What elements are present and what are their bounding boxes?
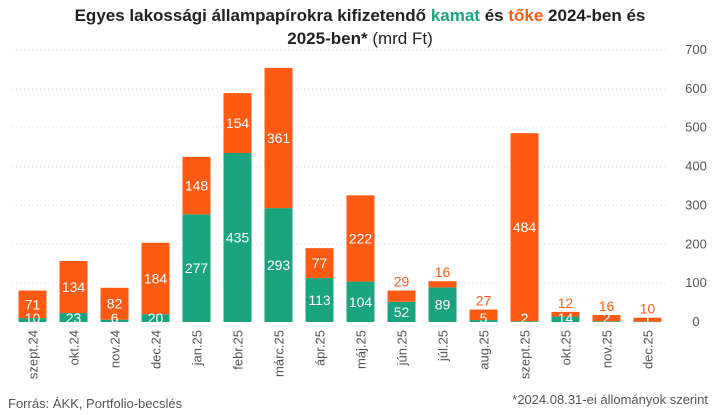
bar-kamat: [182, 214, 211, 322]
data-label-kamat: 5: [480, 310, 488, 326]
bar-kamat: [264, 208, 293, 322]
data-label-kamat: 2: [603, 310, 611, 326]
bar-toke: [346, 195, 375, 282]
data-label-toke: 148: [185, 178, 209, 194]
data-label-toke: 77: [312, 255, 328, 271]
data-label-toke: 10: [640, 301, 656, 317]
data-label-toke: 82: [107, 296, 123, 312]
data-label-toke: 154: [226, 115, 250, 131]
bar-kamat: [346, 281, 375, 322]
footnote: *2024.08.31-ei állományok szerint: [512, 392, 708, 407]
data-label-kamat: 2: [521, 310, 529, 326]
data-label-toke: 222: [349, 230, 373, 246]
bar-kamat: [428, 287, 457, 322]
data-label-toke: 12: [558, 295, 574, 311]
x-tick-label: okt.24: [67, 330, 82, 365]
data-label-kamat: 1: [644, 310, 652, 326]
data-label-toke: 16: [599, 298, 615, 314]
data-label-kamat: 104: [349, 294, 373, 310]
bar-toke: [182, 156, 211, 215]
data-label-kamat: 6: [111, 310, 119, 326]
x-tick-label: ápr.25: [313, 330, 328, 366]
x-tick-label: dec.25: [641, 330, 656, 369]
bar-kamat: [551, 316, 580, 322]
title-and: és: [484, 6, 504, 25]
bar-kamat: [305, 278, 334, 322]
data-label-toke: 71: [25, 296, 41, 312]
x-tick-label: nov.24: [108, 330, 123, 368]
bar-toke: [387, 290, 416, 302]
title-part2: 2024-ben és 2025-ben*: [287, 6, 646, 48]
y-tick-label: 400: [685, 159, 707, 174]
y-tick-label: 600: [685, 81, 707, 96]
bar-toke: [592, 315, 621, 322]
chart-title: Egyes lakossági állampapírokra kifizeten…: [60, 4, 660, 50]
data-label-kamat: 277: [185, 260, 209, 276]
x-tick-label: okt.25: [559, 330, 574, 365]
bar-toke: [469, 309, 498, 321]
data-label-toke: 361: [267, 130, 291, 146]
x-tick-label: márc.25: [272, 330, 287, 377]
bar-toke: [18, 290, 47, 319]
bar-toke: [551, 311, 580, 317]
bar-kamat: [387, 301, 416, 322]
title-part1: Egyes lakossági állampapírokra kifizeten…: [74, 6, 427, 25]
bar-toke: [264, 67, 293, 209]
bar-kamat: [141, 314, 170, 322]
data-label-kamat: 14: [558, 310, 574, 326]
data-label-kamat: 52: [394, 304, 410, 320]
bar-kamat: [100, 319, 129, 322]
bar-toke: [510, 133, 539, 322]
x-tick-label: júl.25: [436, 330, 451, 362]
bar-kamat: [18, 318, 47, 322]
x-tick-label: szept.24: [26, 330, 41, 379]
bar-toke: [223, 93, 252, 153]
y-tick-label: 700: [685, 42, 707, 57]
bar-kamat: [592, 321, 621, 322]
data-label-toke: 484: [513, 219, 537, 235]
bar-toke: [633, 317, 662, 322]
bar-toke: [100, 287, 129, 320]
title-toke: tőke: [508, 6, 544, 25]
data-label-toke: 29: [394, 274, 410, 290]
bar-kamat: [510, 321, 539, 322]
y-tick-label: 100: [685, 275, 707, 290]
data-label-toke: 134: [62, 279, 86, 295]
bar-toke: [141, 242, 170, 315]
bar-toke: [428, 281, 457, 288]
x-tick-label: febr.25: [231, 330, 246, 370]
bar-kamat: [59, 313, 88, 322]
x-tick-label: jún.25: [395, 330, 410, 366]
bar-kamat: [223, 152, 252, 322]
data-label-kamat: 23: [66, 310, 82, 326]
data-label-toke: 16: [435, 264, 451, 280]
y-tick-label: 300: [685, 197, 707, 212]
data-label-kamat: 10: [25, 310, 41, 326]
y-tick-label: 0: [692, 314, 699, 329]
bar-kamat: [469, 320, 498, 322]
title-unit: (mrd Ft): [372, 29, 433, 48]
data-label-toke: 184: [144, 270, 168, 286]
bar-kamat: [633, 321, 662, 323]
x-tick-label: nov.25: [600, 330, 615, 368]
x-tick-label: szept.25: [518, 330, 533, 379]
data-label-toke: 27: [476, 293, 492, 309]
x-tick-label: máj.25: [354, 330, 369, 369]
x-tick-label: dec.24: [149, 330, 164, 369]
data-label-kamat: 20: [148, 310, 164, 326]
data-label-kamat: 89: [435, 297, 451, 313]
x-tick-label: aug.25: [477, 330, 492, 370]
source-note: Forrás: ÁKK, Portfolio-becslés: [8, 396, 183, 411]
title-kamat: kamat: [430, 6, 480, 25]
data-label-kamat: 435: [226, 229, 250, 245]
bar-toke: [305, 248, 334, 279]
y-tick-label: 200: [685, 236, 707, 251]
x-tick-label: jan.25: [190, 330, 205, 366]
y-tick-label: 500: [685, 120, 707, 135]
bar-toke: [59, 260, 88, 314]
data-label-kamat: 293: [267, 257, 291, 273]
data-label-kamat: 113: [308, 292, 331, 308]
